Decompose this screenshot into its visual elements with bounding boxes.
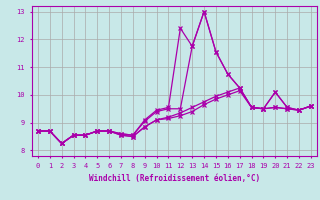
X-axis label: Windchill (Refroidissement éolien,°C): Windchill (Refroidissement éolien,°C)	[89, 174, 260, 184]
